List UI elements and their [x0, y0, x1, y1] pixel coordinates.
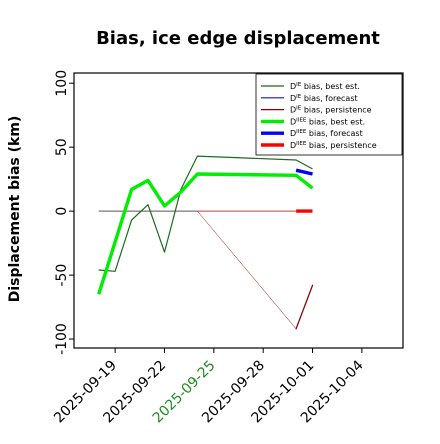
series-line-die-bias-persistence	[197, 210, 297, 330]
legend-entry: DIIEE bias, persistence	[290, 141, 377, 150]
series-line-diiee-bias-best-est	[97, 172, 314, 295]
y-axis-label: Displacement bias (km)	[7, 116, 23, 303]
series-line-die-bias-persistence	[295, 284, 314, 330]
legend-entry: DIIEE bias, forecast	[290, 129, 363, 138]
y-tick-label: -50	[54, 264, 70, 287]
plot-frame	[73, 72, 404, 349]
y-tick-label: 50	[54, 138, 70, 156]
legend-entry: DIIEE bias, best est.	[290, 117, 365, 126]
series-line-diiee-bias-forecast	[295, 168, 313, 176]
chart-title: Bias, ice edge displacement	[96, 28, 380, 49]
y-tick-label: -100	[54, 323, 70, 355]
y-tick-label: 100	[54, 70, 70, 97]
legend-entry: DIE bias, persistence	[290, 106, 372, 115]
legend-entry: DIE bias, best est.	[290, 82, 360, 91]
series-line-die-bias-best-est	[98, 155, 313, 272]
y-tick-label: 0	[54, 207, 70, 216]
legend-entry: DIE bias, forecast	[290, 94, 358, 103]
legend: DIE bias, best est. DIE bias, forecast DIE…	[255, 73, 403, 156]
legend-box	[255, 73, 403, 156]
